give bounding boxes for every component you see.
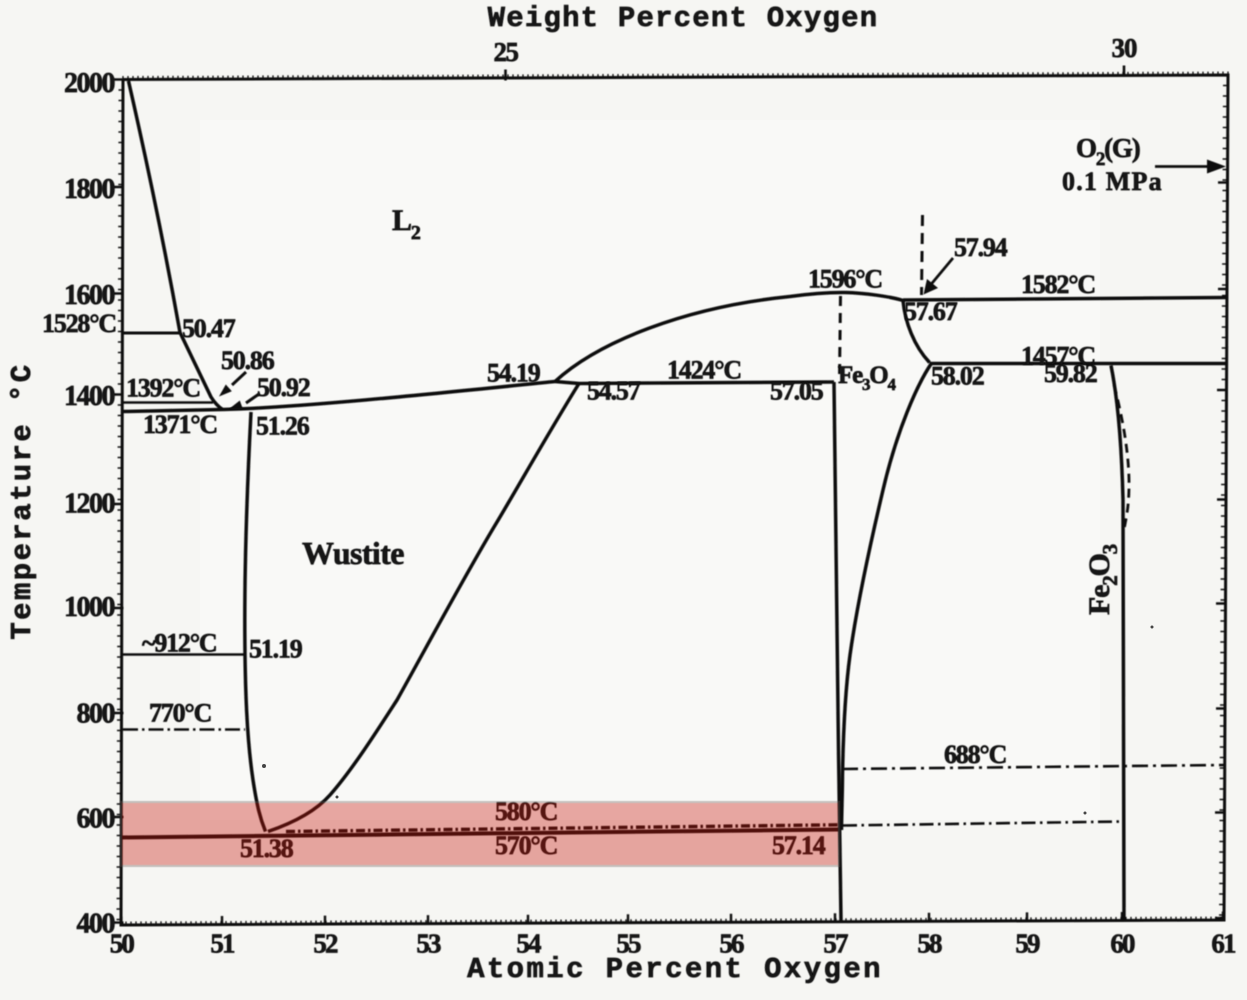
svg-text:1582°C: 1582°C bbox=[1021, 270, 1095, 299]
svg-text:Wustite: Wustite bbox=[302, 535, 404, 571]
svg-text:0.1 MPa: 0.1 MPa bbox=[1062, 167, 1163, 196]
svg-text:52: 52 bbox=[313, 929, 338, 959]
svg-text:1800: 1800 bbox=[64, 174, 115, 205]
svg-text:688°C: 688°C bbox=[944, 740, 1006, 769]
svg-text:59.82: 59.82 bbox=[1044, 359, 1097, 388]
svg-text:58.02: 58.02 bbox=[931, 362, 984, 391]
svg-text:580°C: 580°C bbox=[495, 797, 557, 826]
svg-text:60: 60 bbox=[1110, 929, 1135, 959]
svg-text:1200: 1200 bbox=[64, 488, 115, 519]
svg-text:50: 50 bbox=[110, 929, 135, 959]
svg-text:53: 53 bbox=[416, 929, 441, 959]
svg-text:57.67: 57.67 bbox=[904, 297, 958, 326]
svg-text:570°C: 570°C bbox=[495, 831, 557, 860]
svg-text:25: 25 bbox=[494, 37, 519, 67]
svg-text:400: 400 bbox=[77, 909, 115, 940]
svg-text:54.19: 54.19 bbox=[487, 359, 541, 388]
svg-text:51: 51 bbox=[210, 929, 235, 959]
svg-text:770°C: 770°C bbox=[149, 699, 211, 728]
svg-text:57.94: 57.94 bbox=[954, 233, 1008, 262]
svg-text:1400: 1400 bbox=[64, 381, 115, 412]
svg-text:1457°C: 1457°C bbox=[1021, 342, 1095, 371]
svg-text:57.14: 57.14 bbox=[772, 831, 826, 860]
svg-text:54.57: 54.57 bbox=[587, 377, 641, 406]
svg-text:1000: 1000 bbox=[64, 592, 115, 623]
svg-text:58: 58 bbox=[917, 929, 942, 959]
svg-text:600: 600 bbox=[77, 803, 115, 834]
svg-text:56: 56 bbox=[719, 929, 744, 959]
svg-text:59: 59 bbox=[1015, 929, 1040, 959]
svg-text:Temperature °C: Temperature °C bbox=[6, 362, 39, 639]
svg-text:57.05: 57.05 bbox=[770, 377, 824, 406]
svg-text:50.92: 50.92 bbox=[257, 373, 310, 402]
svg-text:61: 61 bbox=[1211, 929, 1236, 959]
svg-text:1600: 1600 bbox=[64, 280, 115, 311]
svg-text:30: 30 bbox=[1112, 33, 1138, 63]
svg-text:55: 55 bbox=[616, 929, 641, 959]
svg-text:2000: 2000 bbox=[64, 68, 115, 99]
svg-text:Fe2O3: Fe2O3 bbox=[1083, 544, 1122, 615]
svg-text:54: 54 bbox=[516, 929, 541, 959]
svg-text:1596°C: 1596°C bbox=[808, 265, 882, 294]
svg-text:~912°C: ~912°C bbox=[142, 629, 217, 658]
svg-text:1424°C: 1424°C bbox=[667, 356, 741, 385]
svg-text:1528°C: 1528°C bbox=[42, 309, 116, 338]
svg-text:Weight Percent Oxygen: Weight Percent Oxygen bbox=[488, 2, 879, 35]
svg-text:Atomic Percent Oxygen: Atomic Percent Oxygen bbox=[467, 953, 883, 986]
svg-text:50.86: 50.86 bbox=[221, 346, 275, 375]
svg-text:50.47: 50.47 bbox=[182, 314, 236, 343]
svg-text:51.26: 51.26 bbox=[256, 412, 310, 441]
svg-text:51.19: 51.19 bbox=[249, 635, 303, 664]
svg-text:1371°C: 1371°C bbox=[143, 410, 217, 439]
svg-text:51.38: 51.38 bbox=[240, 834, 294, 863]
svg-text:800: 800 bbox=[77, 699, 115, 730]
svg-text:57: 57 bbox=[823, 929, 848, 959]
svg-text:1392°C: 1392°C bbox=[126, 374, 200, 403]
